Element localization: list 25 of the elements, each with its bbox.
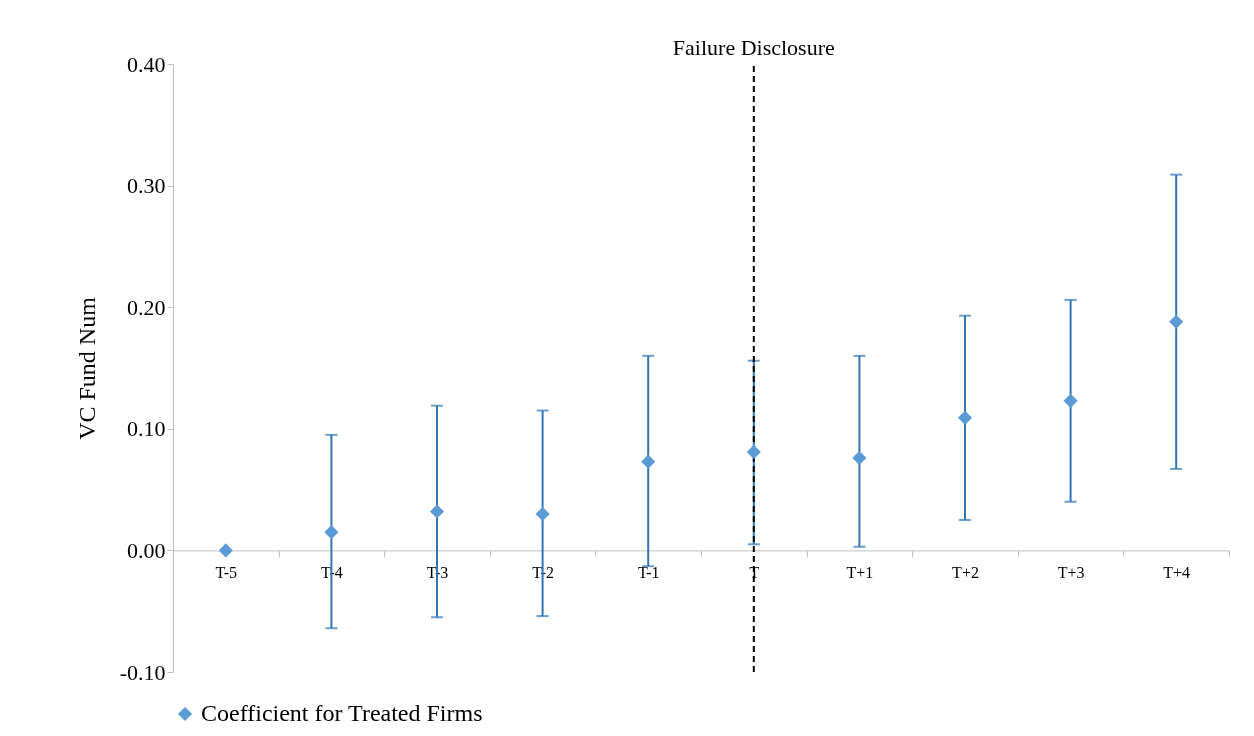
x-tick-label: T+2 [952, 563, 979, 581]
point [324, 525, 339, 540]
ref-line-label: Failure Disclosure [672, 35, 835, 60]
point [957, 410, 973, 425]
legend-label: Coefficient for Treated Firms [201, 700, 483, 726]
x-tick-label: T+4 [1163, 563, 1191, 581]
y-tick-label: 0.40 [127, 51, 166, 77]
y-tick-label: 0.20 [127, 294, 166, 320]
point [218, 543, 233, 558]
y-tick-label: 0.00 [127, 537, 166, 563]
y-tick-label: 0.10 [127, 416, 166, 442]
x-tick-label: T+3 [1057, 563, 1085, 581]
point [429, 504, 445, 519]
point [1063, 393, 1078, 408]
point [535, 506, 550, 521]
point [852, 450, 867, 466]
y-axis-title: VC Fund Num [73, 296, 100, 440]
point [641, 454, 656, 469]
point [1169, 314, 1184, 329]
x-tick-label: T+1 [846, 563, 874, 581]
y-tick-label: -0.10 [119, 659, 166, 685]
x-tick-label: T-1 [637, 563, 660, 581]
point [746, 444, 761, 459]
y-tick-label: 0.30 [127, 173, 166, 199]
x-tick-label: T-5 [215, 563, 238, 581]
